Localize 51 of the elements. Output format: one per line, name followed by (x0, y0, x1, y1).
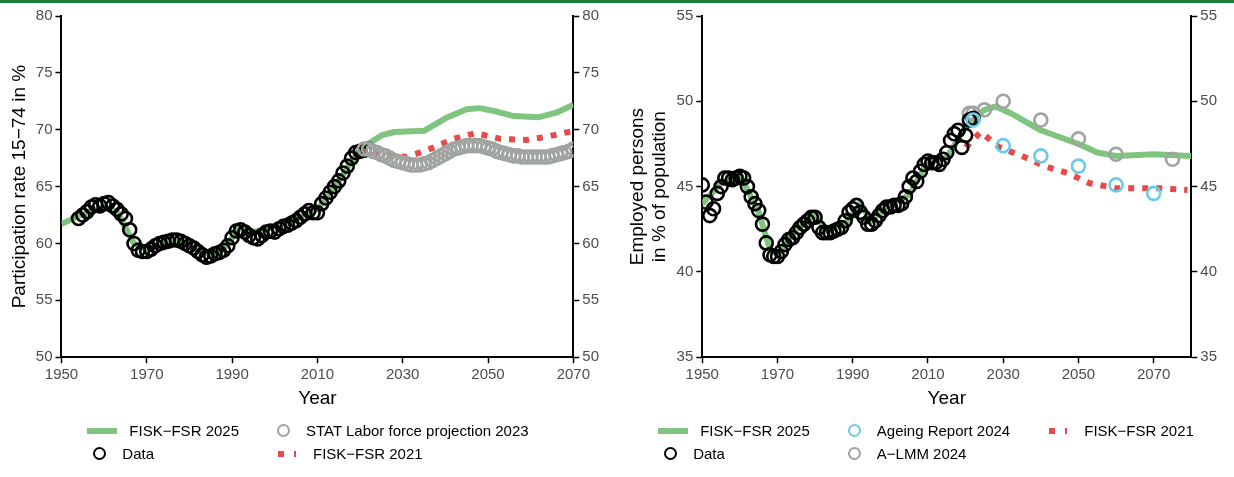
y-tick-label: 80 (35, 6, 53, 24)
y-tick-label: 75 (35, 63, 53, 81)
y2-tick-label: 50 (582, 347, 599, 365)
x-tick-label: 1970 (760, 365, 795, 383)
y-tick-label: 60 (35, 233, 53, 251)
x-tick-label: 1970 (130, 365, 164, 383)
y2-tick-label: 55 (582, 290, 599, 308)
y-axis-title: Participation rate 15−74 in % (7, 64, 29, 309)
y2-tick-label: 75 (582, 63, 599, 81)
legend-label: Data (693, 445, 725, 462)
x-tick-label: 2070 (556, 365, 590, 383)
legend-label: Ageing Report 2024 (876, 422, 1011, 439)
y-tick-label: 55 (35, 290, 53, 308)
y-tick-label: 50 (676, 91, 694, 109)
y-axis-title: Employed persons in % of population (625, 107, 670, 266)
y2-tick-label: 35 (1200, 347, 1217, 365)
legend-label: FISK−FSR 2025 (129, 422, 239, 439)
x-tick-label: 2010 (911, 365, 945, 383)
x-tick-label: 1950 (44, 365, 79, 383)
y2-tick-label: 70 (582, 119, 599, 137)
y-tick-label: 50 (35, 347, 53, 365)
x-axis-title: Year (298, 386, 338, 408)
y-tick-label: 70 (35, 119, 53, 137)
x-tick-label: 2050 (1061, 365, 1096, 383)
y2-tick-label: 80 (582, 6, 599, 24)
x-tick-label: 2030 (386, 365, 420, 383)
y2-tick-label: 60 (582, 233, 599, 251)
legend-label: Data (122, 445, 155, 462)
x-tick-label: 2070 (1137, 365, 1171, 383)
legend-label: FISK−FSR 2025 (700, 422, 810, 439)
x-tick-label: 1990 (215, 365, 249, 383)
legend-label: A−LMM 2024 (876, 445, 967, 462)
x-tick-label: 1950 (685, 365, 719, 383)
y-tick-label: 45 (676, 176, 694, 194)
x-axis-title: Year (927, 386, 967, 408)
y-tick-label: 40 (676, 262, 694, 280)
y2-tick-label: 40 (1200, 262, 1217, 280)
x-tick-label: 2030 (986, 365, 1020, 383)
legend-label: STAT Labor force projection 2023 (306, 422, 529, 439)
y2-tick-label: 45 (1200, 176, 1217, 194)
x-tick-label: 2050 (471, 365, 505, 383)
y-tick-label: 65 (35, 176, 53, 194)
y2-tick-label: 55 (1200, 6, 1217, 24)
x-tick-label: 1990 (836, 365, 870, 383)
x-tick-label: 2010 (300, 365, 335, 383)
y2-tick-label: 65 (582, 176, 599, 194)
y2-tick-label: 50 (1200, 91, 1217, 109)
legend-label: FISK−FSR 2021 (313, 445, 423, 462)
y-tick-label: 55 (676, 6, 694, 24)
y-tick-label: 35 (676, 347, 694, 365)
legend-label: FISK−FSR 2021 (1084, 422, 1194, 439)
